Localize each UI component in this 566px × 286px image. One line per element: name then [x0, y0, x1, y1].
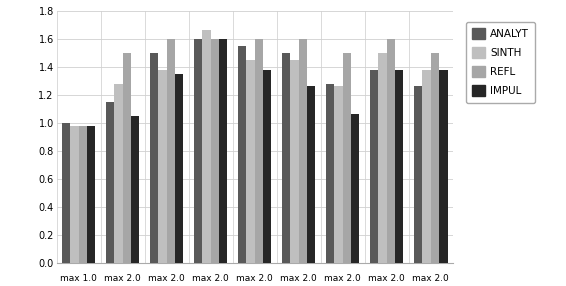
Bar — [307, 86, 315, 263]
Text: max 2.0: max 2.0 — [368, 274, 405, 283]
Bar — [150, 53, 158, 263]
Legend: ANALYT, SINTH, REFL, IMPUL: ANALYT, SINTH, REFL, IMPUL — [466, 22, 535, 103]
Bar — [290, 60, 299, 263]
Text: max 2.0: max 2.0 — [148, 274, 185, 283]
Bar — [246, 60, 255, 263]
Bar — [414, 86, 422, 263]
Text: max 2.0: max 2.0 — [237, 274, 273, 283]
Bar — [326, 84, 335, 263]
Bar — [202, 30, 211, 263]
Bar — [387, 39, 395, 263]
Bar — [395, 70, 404, 263]
Bar — [299, 39, 307, 263]
Bar — [379, 53, 387, 263]
Bar — [255, 39, 263, 263]
Bar — [431, 53, 439, 263]
Bar — [62, 123, 70, 263]
Bar — [238, 46, 246, 263]
Bar — [106, 102, 114, 263]
Bar — [158, 70, 166, 263]
Bar — [219, 39, 228, 263]
Bar — [131, 116, 139, 263]
Text: max 2.0: max 2.0 — [104, 274, 141, 283]
Bar — [343, 53, 351, 263]
Text: max 2.0: max 2.0 — [192, 274, 229, 283]
Bar — [282, 53, 290, 263]
Bar — [351, 114, 359, 263]
Bar — [263, 70, 272, 263]
Bar — [439, 70, 448, 263]
Bar — [87, 126, 95, 263]
Bar — [79, 126, 87, 263]
Text: max 1.0: max 1.0 — [60, 274, 97, 283]
Bar — [175, 74, 183, 263]
Text: max 2.0: max 2.0 — [324, 274, 361, 283]
Bar — [194, 39, 202, 263]
Bar — [370, 70, 379, 263]
Bar — [123, 53, 131, 263]
Text: max 2.0: max 2.0 — [280, 274, 317, 283]
Bar — [166, 39, 175, 263]
Bar — [335, 86, 343, 263]
Text: max 2.0: max 2.0 — [413, 274, 449, 283]
Bar — [422, 70, 431, 263]
Bar — [211, 39, 219, 263]
Bar — [70, 126, 79, 263]
Bar — [114, 84, 123, 263]
